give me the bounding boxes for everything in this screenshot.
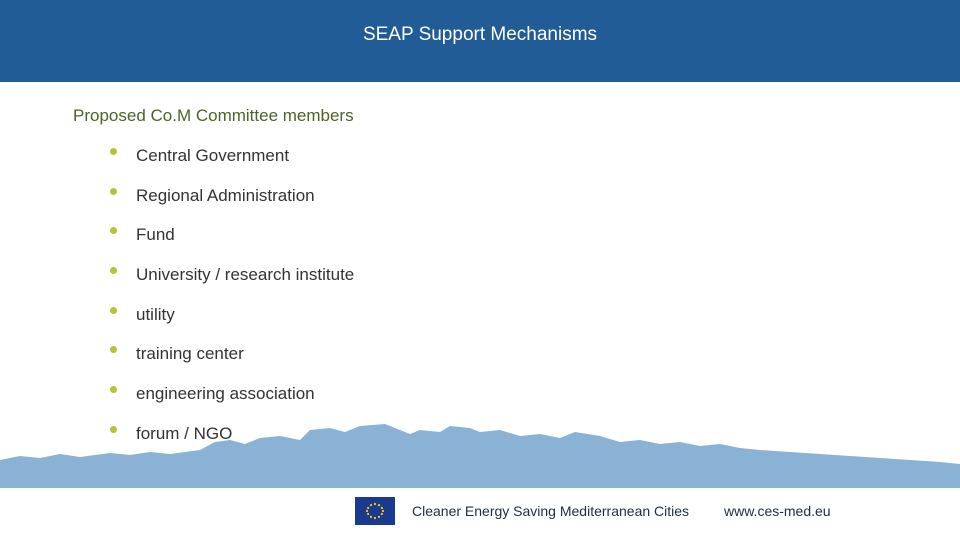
list-item-label: forum / NGO [136,423,233,443]
bullet-icon [110,267,117,275]
bullet-icon [110,306,117,314]
section-subtitle: Proposed Co.M Committee members [73,106,354,125]
list-item-label: engineering association [136,384,315,404]
bullet-icon [110,386,117,394]
city-skyline-decoration [0,424,960,488]
footer-website-link[interactable]: www.ces-med.eu [724,503,831,519]
list-item: training center [108,338,354,378]
list-item-label: Fund [136,225,175,245]
eu-flag-icon [355,497,395,525]
list-item-label: Central Government [136,146,290,165]
footer: Cleaner Energy Saving Mediterranean Citi… [0,488,960,540]
bullet-icon [110,425,117,433]
list-item-label: utility [136,304,175,324]
footer-project-name: Cleaner Energy Saving Mediterranean Citi… [412,503,690,519]
member-list: Central Government Regional Administrati… [108,140,354,458]
header-bar: SEAP Support Mechanisms [0,0,960,82]
list-item-label: training center [136,344,244,364]
list-item: engineering association [108,378,354,418]
list-item-label: Regional Administration [136,185,315,205]
bullet-icon [110,346,117,354]
slide-title: SEAP Support Mechanisms [362,24,598,45]
bullet-icon [110,148,117,155]
list-item: Regional Administration [108,180,354,220]
list-item-label: University / research institute [136,265,355,285]
list-item: Fund [108,219,354,259]
list-item: University / research institute [108,259,354,299]
bullet-icon [110,187,117,195]
list-item: Central Government [108,140,354,180]
list-item: utility [108,299,354,339]
bullet-icon [110,227,117,235]
list-item: forum / NGO [108,418,354,458]
